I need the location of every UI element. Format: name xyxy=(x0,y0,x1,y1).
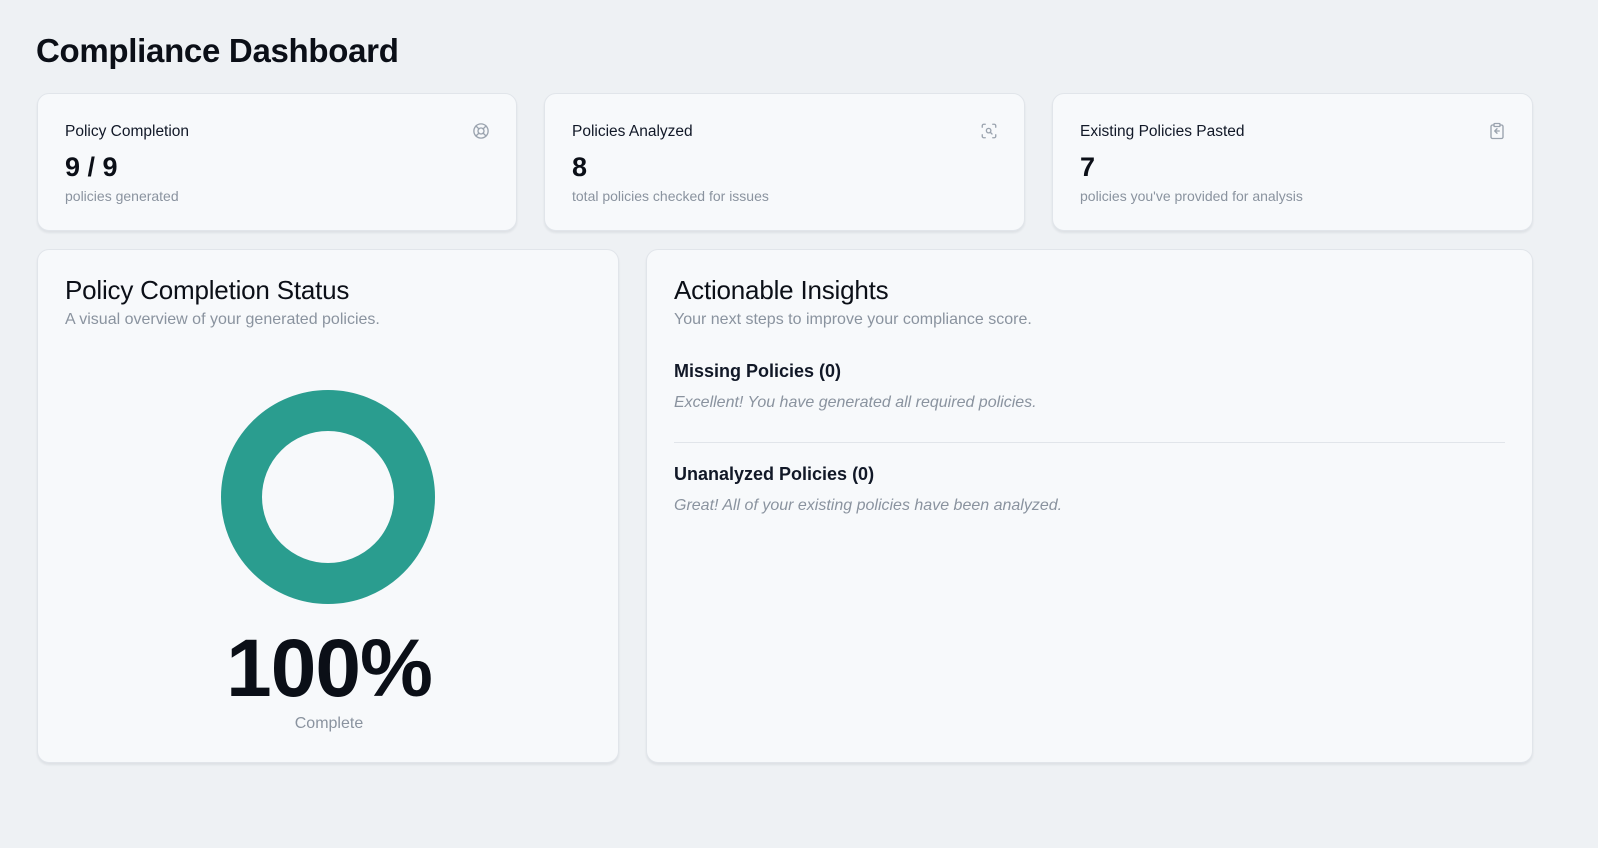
stat-description: policies you've provided for analysis xyxy=(1080,188,1303,204)
life-buoy-icon xyxy=(472,122,490,140)
page-title: Compliance Dashboard xyxy=(36,32,399,69)
unanalyzed-policies-text: Great! All of your existing policies hav… xyxy=(674,497,1063,514)
stat-label: Existing Policies Pasted xyxy=(1080,123,1245,140)
stat-card-existing-policies: Existing Policies Pasted 7 policies you'… xyxy=(1052,93,1533,231)
stat-card-policies-analyzed: Policies Analyzed 8 total policies check… xyxy=(544,93,1025,231)
stat-value: 9 / 9 xyxy=(65,152,118,182)
scan-search-icon xyxy=(980,122,998,140)
missing-policies-text: Excellent! You have generated all requir… xyxy=(674,394,1037,411)
stat-description: total policies checked for issues xyxy=(572,188,769,204)
stat-label: Policies Analyzed xyxy=(572,123,693,140)
card-title: Actionable Insights xyxy=(674,275,889,305)
clipboard-paste-icon xyxy=(1488,122,1506,140)
completion-label: Complete xyxy=(294,715,364,732)
stat-value: 7 xyxy=(1080,152,1096,182)
divider xyxy=(674,442,1505,443)
stat-description: policies generated xyxy=(65,188,179,204)
unanalyzed-policies-title: Unanalyzed Policies (0) xyxy=(674,464,875,484)
actionable-insights-card: Actionable Insights Your next steps to i… xyxy=(646,249,1533,763)
card-subtitle: A visual overview of your generated poli… xyxy=(65,311,380,328)
missing-policies-title: Missing Policies (0) xyxy=(674,361,842,381)
donut-progress-arc xyxy=(221,390,435,604)
stat-card-policy-completion: Policy Completion 9 / 9 policies generat… xyxy=(37,93,517,231)
policy-completion-status-card: Policy Completion Status A visual overvi… xyxy=(37,249,619,763)
card-subtitle: Your next steps to improve your complian… xyxy=(674,311,1032,328)
card-title: Policy Completion Status xyxy=(65,275,350,305)
stat-value: 8 xyxy=(572,152,588,182)
stat-label: Policy Completion xyxy=(65,123,190,140)
completion-donut-chart xyxy=(221,390,435,604)
completion-percent: 100% xyxy=(226,623,433,714)
